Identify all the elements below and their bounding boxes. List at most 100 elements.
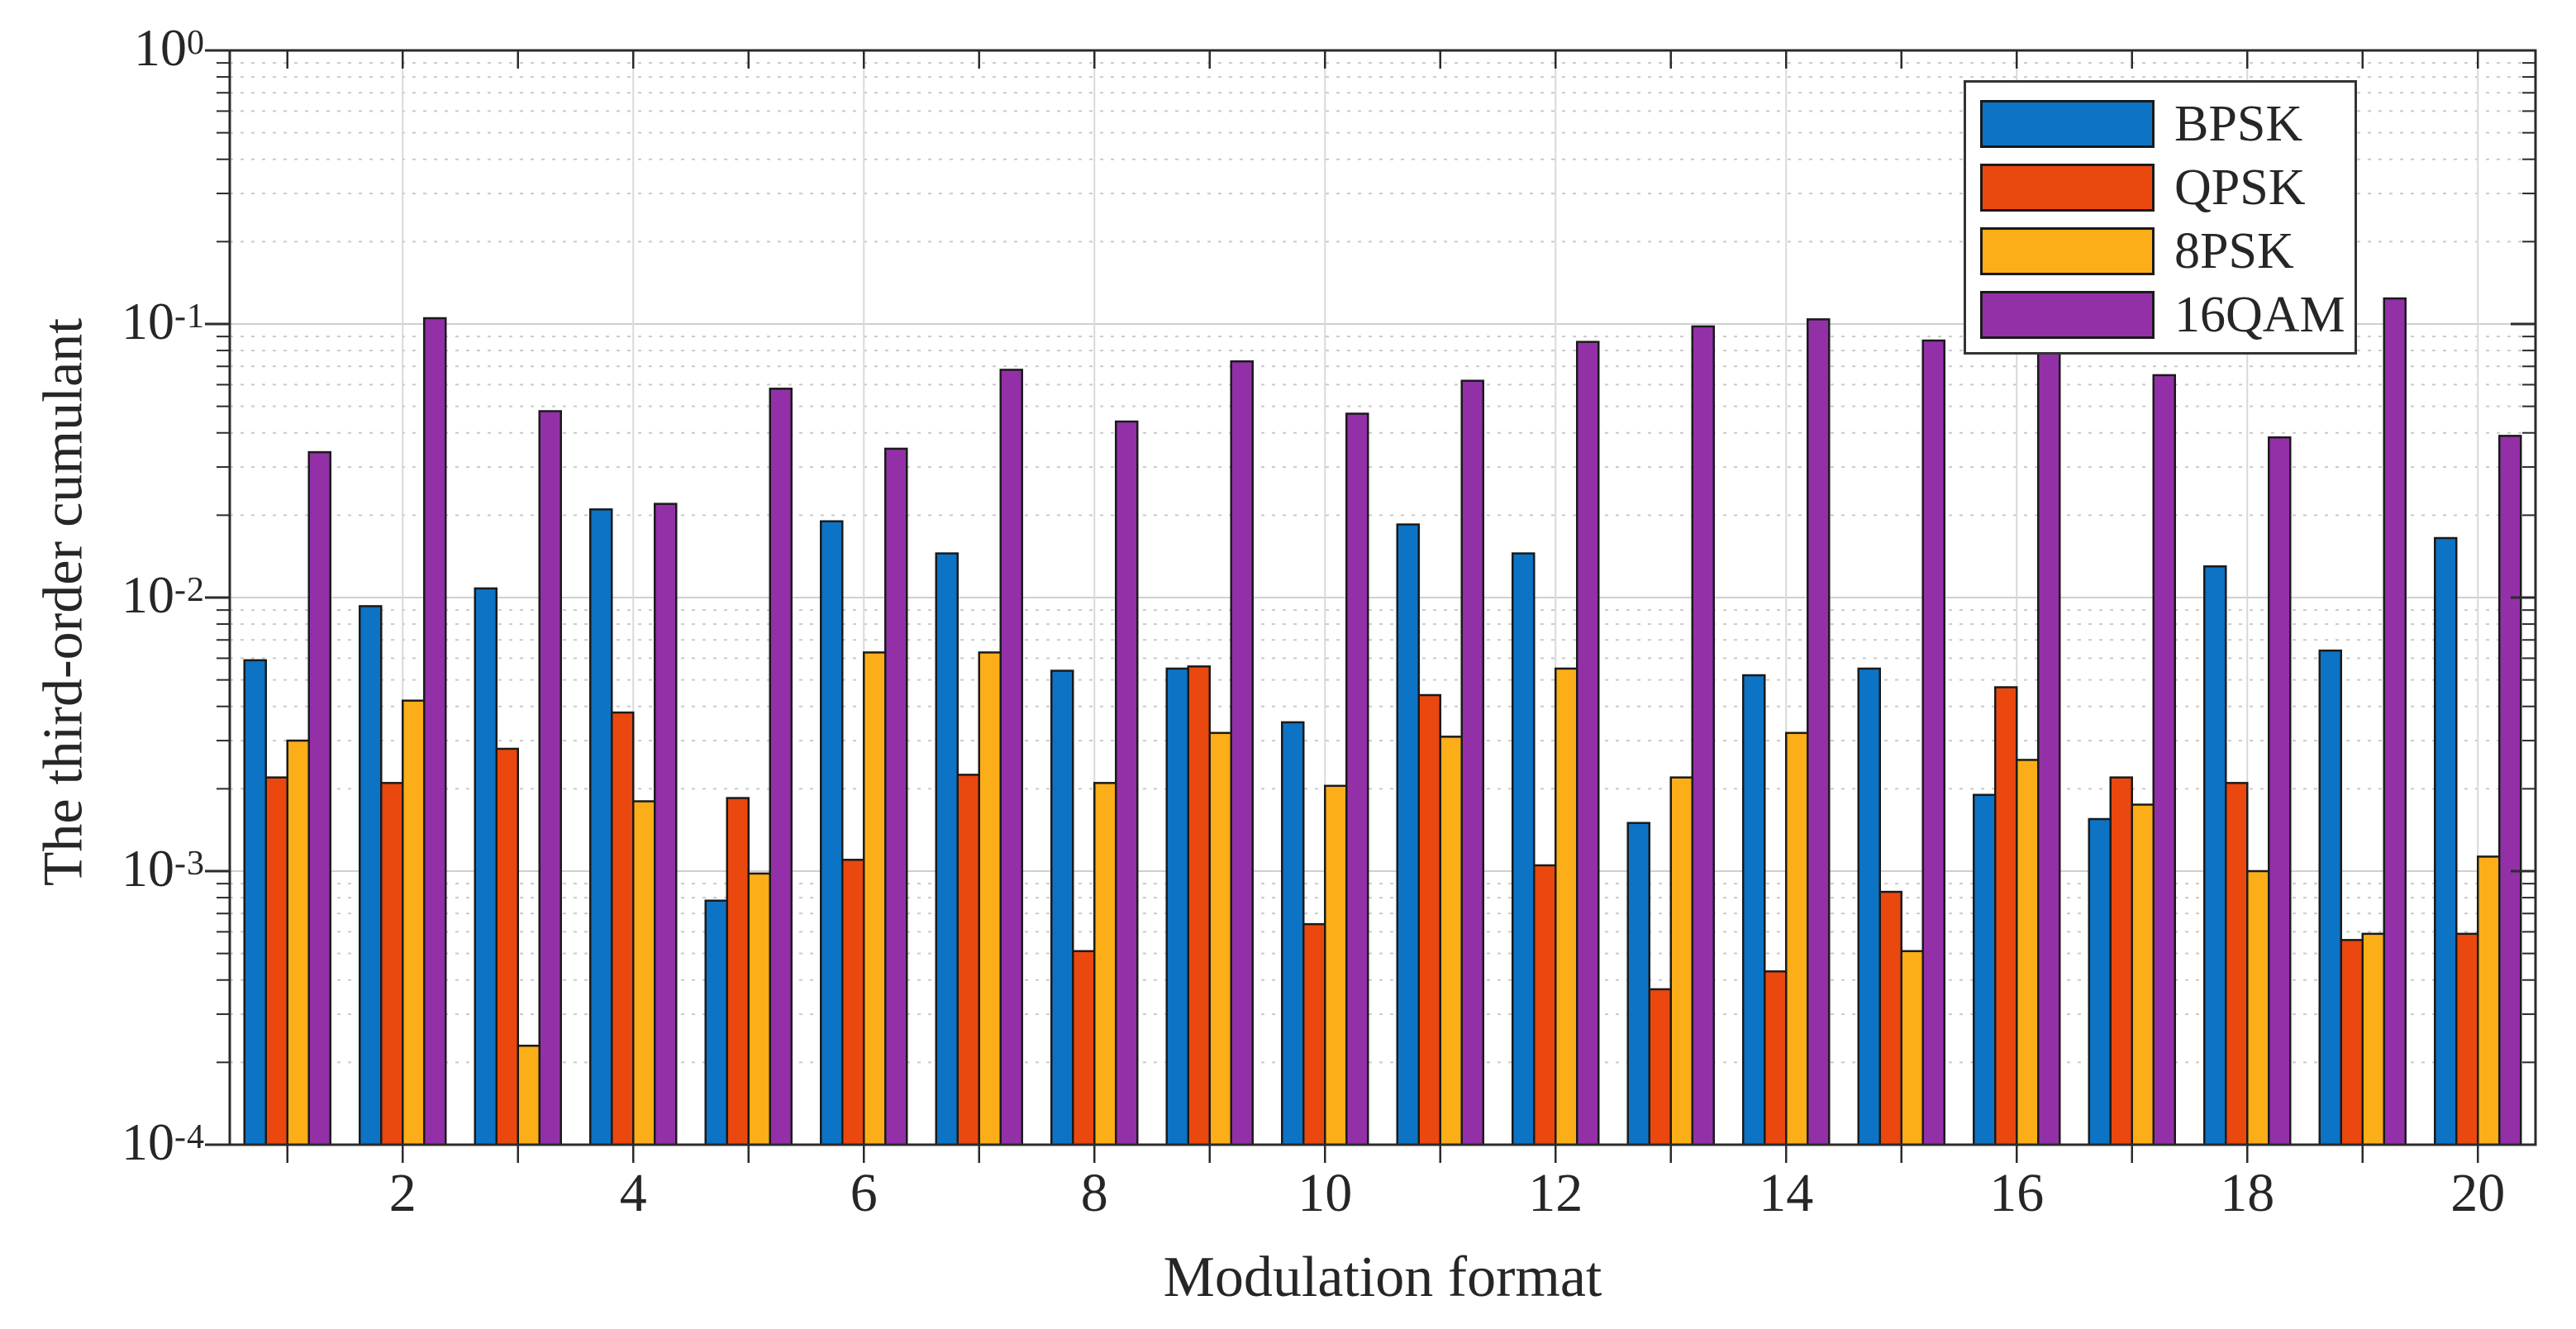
- x-tick-label-18: 18: [2220, 1163, 2275, 1223]
- bar-BPSK-18: [2203, 565, 2227, 1146]
- y-tick-label-10e0: 100: [134, 18, 205, 78]
- legend-label-8PSK: 8PSK: [2174, 223, 2294, 279]
- bar-8PSK-1: [286, 739, 310, 1146]
- y-tick-label-10e-1: 10-1: [121, 292, 205, 351]
- bar-QPSK-3: [495, 747, 519, 1146]
- bar-16QAM-14: [1807, 318, 1831, 1146]
- legend-entry-QPSK: QPSK: [1980, 160, 2355, 216]
- bar-16QAM-13: [1691, 325, 1715, 1146]
- legend-entry-BPSK: BPSK: [1980, 96, 2355, 152]
- bar-8PSK-18: [2246, 869, 2270, 1146]
- legend-swatch-16QAM: [1980, 291, 2155, 339]
- bar-QPSK-9: [1187, 665, 1211, 1146]
- x-tick-label-2: 2: [388, 1163, 417, 1223]
- bar-8PSK-9: [1208, 731, 1232, 1146]
- legend-label-16QAM: 16QAM: [2174, 287, 2345, 343]
- bar-BPSK-2: [359, 605, 383, 1146]
- legend-swatch-8PSK: [1980, 227, 2155, 275]
- legend-swatch-QPSK: [1980, 164, 2155, 212]
- bar-16QAM-19: [2383, 297, 2407, 1146]
- legend-label-QPSK: QPSK: [2174, 160, 2306, 216]
- x-axis-label: Modulation format: [1163, 1246, 1602, 1309]
- bar-8PSK-10: [1324, 784, 1348, 1146]
- axis-ticks: [205, 49, 2536, 1163]
- x-tick-label-6: 6: [850, 1163, 878, 1223]
- bar-QPSK-2: [380, 782, 404, 1146]
- bar-16QAM-4: [654, 503, 678, 1146]
- bar-BPSK-10: [1281, 721, 1305, 1146]
- y-tick-label-10e-3: 10-3: [121, 839, 205, 898]
- x-tick-label-20: 20: [2450, 1163, 2506, 1223]
- bar-16QAM-15: [1921, 339, 1945, 1146]
- bar-BPSK-17: [2088, 817, 2112, 1146]
- legend-entry-16QAM: 16QAM: [1980, 287, 2355, 343]
- bar-16QAM-2: [423, 317, 447, 1146]
- bars-16QAM: [307, 297, 2522, 1146]
- bar-QPSK-8: [1072, 950, 1096, 1146]
- bar-QPSK-11: [1417, 693, 1441, 1146]
- bar-8PSK-5: [747, 872, 771, 1146]
- bar-BPSK-9: [1165, 667, 1189, 1146]
- legend: BPSK QPSK 8PSK 16QAM: [1964, 80, 2357, 355]
- bar-QPSK-20: [2455, 932, 2479, 1146]
- bar-BPSK-1: [243, 659, 267, 1146]
- bar-BPSK-14: [1742, 674, 1766, 1146]
- x-tick-label-14: 14: [1759, 1163, 1814, 1223]
- bar-QPSK-5: [726, 797, 750, 1146]
- bar-8PSK-13: [1669, 776, 1693, 1146]
- bar-QPSK-17: [2109, 776, 2133, 1146]
- bar-16QAM-20: [2498, 435, 2522, 1146]
- x-tick-label-4: 4: [619, 1163, 647, 1223]
- bar-16QAM-6: [884, 447, 908, 1146]
- bar-8PSK-3: [517, 1045, 540, 1146]
- bar-QPSK-12: [1533, 864, 1557, 1146]
- y-tick-label-10e-4: 10-4: [121, 1112, 205, 1172]
- bar-BPSK-5: [704, 899, 728, 1146]
- x-tick-label-10: 10: [1298, 1163, 1353, 1223]
- bar-16QAM-5: [769, 388, 793, 1146]
- bar-8PSK-12: [1555, 667, 1578, 1146]
- bar-BPSK-8: [1050, 669, 1074, 1146]
- x-tick-label-12: 12: [1528, 1163, 1583, 1223]
- bar-BPSK-19: [2318, 649, 2342, 1146]
- bar-QPSK-18: [2225, 782, 2249, 1146]
- bar-16QAM-3: [538, 410, 562, 1146]
- bar-8PSK-11: [1439, 736, 1463, 1146]
- bar-8PSK-7: [978, 651, 1002, 1146]
- bar-16QAM-1: [307, 450, 331, 1146]
- bar-16QAM-9: [1230, 360, 1254, 1146]
- bar-16QAM-12: [1576, 341, 1600, 1146]
- bar-BPSK-6: [820, 520, 844, 1146]
- bar-BPSK-20: [2434, 536, 2458, 1146]
- bar-8PSK-17: [2131, 803, 2155, 1146]
- bar-BPSK-16: [1973, 793, 1997, 1146]
- bar-16QAM-11: [1460, 379, 1484, 1146]
- bar-8PSK-20: [2477, 855, 2501, 1146]
- bar-8PSK-19: [2361, 932, 2385, 1146]
- legend-label-BPSK: BPSK: [2174, 96, 2303, 152]
- x-tick-label-8: 8: [1080, 1163, 1108, 1223]
- bar-QPSK-4: [611, 711, 635, 1146]
- bar-8PSK-16: [2016, 759, 2040, 1146]
- bar-QPSK-15: [1878, 890, 1902, 1146]
- bar-8PSK-14: [1785, 731, 1809, 1146]
- x-tick-label-16: 16: [1989, 1163, 2045, 1223]
- bar-16QAM-16: [2037, 350, 2061, 1146]
- bar-BPSK-12: [1512, 552, 1536, 1146]
- bar-8PSK-2: [402, 699, 426, 1146]
- bar-16QAM-8: [1115, 420, 1139, 1146]
- bar-BPSK-11: [1396, 523, 1420, 1146]
- bar-BPSK-13: [1626, 822, 1650, 1146]
- bar-8PSK-4: [632, 800, 656, 1146]
- bar-QPSK-13: [1648, 988, 1672, 1146]
- bar-16QAM-17: [2152, 374, 2176, 1146]
- legend-entry-8PSK: 8PSK: [1980, 223, 2355, 279]
- bar-QPSK-10: [1302, 922, 1326, 1146]
- bar-QPSK-6: [841, 859, 865, 1146]
- bar-8PSK-15: [1900, 950, 1924, 1146]
- bar-QPSK-14: [1764, 970, 1788, 1146]
- bar-BPSK-15: [1857, 667, 1881, 1146]
- bar-QPSK-7: [956, 774, 980, 1146]
